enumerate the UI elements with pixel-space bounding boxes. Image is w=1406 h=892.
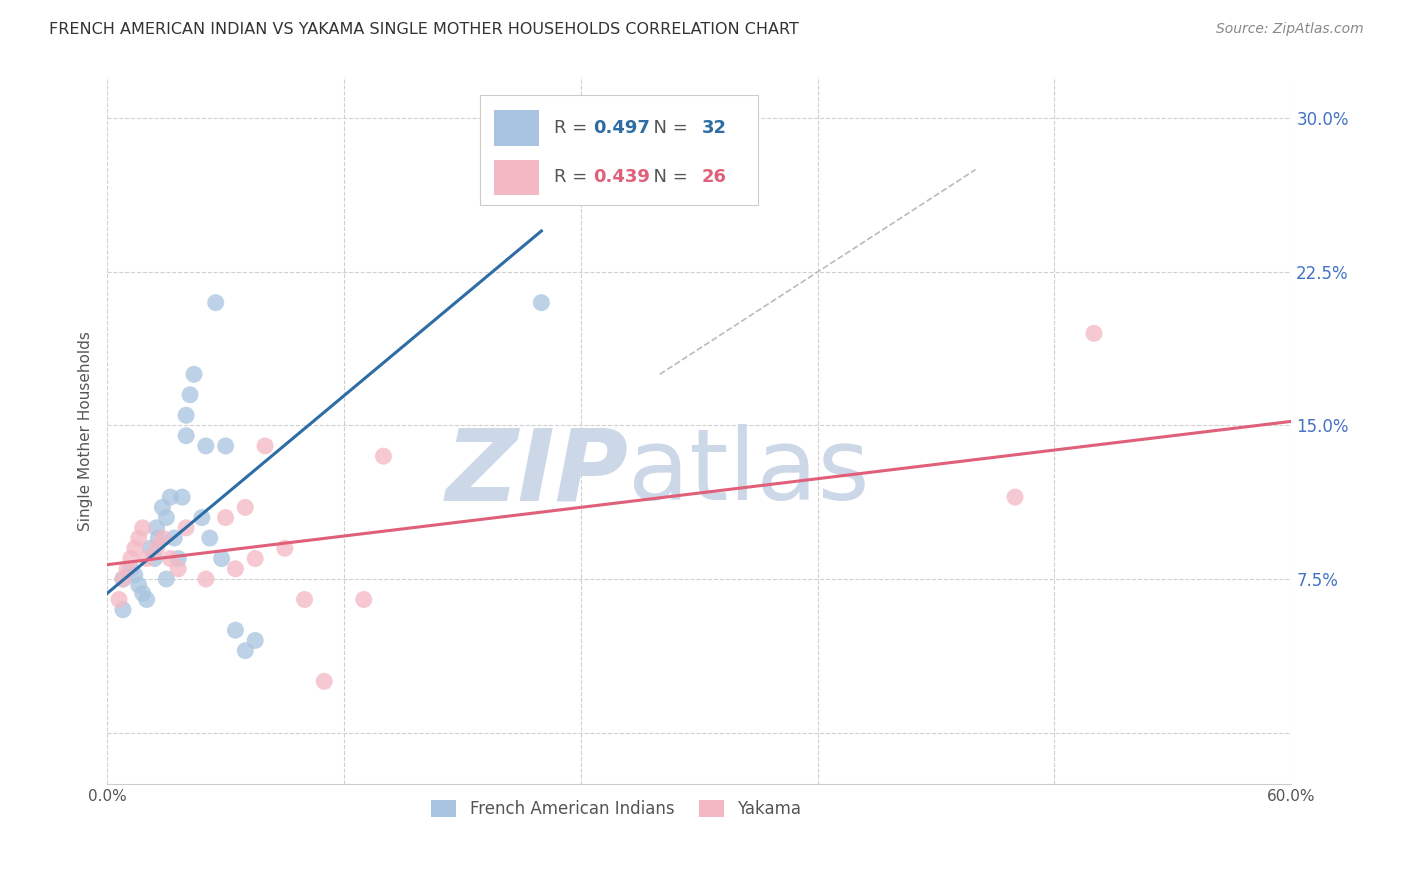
Point	[159, 490, 181, 504]
Point	[314, 674, 336, 689]
Point	[530, 295, 553, 310]
Point	[1004, 490, 1026, 504]
Point	[243, 551, 266, 566]
Point	[131, 586, 153, 600]
Point	[124, 541, 146, 556]
Point	[111, 572, 134, 586]
Point	[124, 568, 146, 582]
Text: N =: N =	[643, 169, 695, 186]
Point	[155, 510, 177, 524]
Point	[115, 562, 138, 576]
Point	[233, 500, 256, 515]
Point	[163, 531, 186, 545]
Text: Source: ZipAtlas.com: Source: ZipAtlas.com	[1216, 22, 1364, 37]
Point	[214, 439, 236, 453]
Point	[145, 521, 167, 535]
Point	[143, 551, 166, 566]
Point	[254, 439, 277, 453]
Point	[214, 510, 236, 524]
Point	[111, 572, 134, 586]
Text: N =: N =	[643, 119, 695, 137]
Point	[135, 592, 157, 607]
Bar	[495, 111, 540, 145]
Text: R =: R =	[554, 119, 592, 137]
Text: 0.497: 0.497	[593, 119, 650, 137]
Point	[183, 368, 205, 382]
Point	[274, 541, 297, 556]
Point	[211, 551, 233, 566]
Point	[135, 551, 157, 566]
Point	[224, 623, 246, 637]
Text: 26: 26	[702, 169, 727, 186]
Point	[128, 578, 150, 592]
Point	[198, 531, 221, 545]
Point	[155, 572, 177, 586]
Legend: French American Indians, Yakama: French American Indians, Yakama	[425, 793, 808, 825]
Point	[152, 531, 174, 545]
Point	[233, 643, 256, 657]
Text: atlas: atlas	[628, 425, 870, 522]
Point	[108, 592, 131, 607]
Point	[167, 562, 190, 576]
Point	[120, 551, 142, 566]
Point	[174, 409, 197, 423]
Point	[152, 500, 174, 515]
Bar	[495, 160, 540, 194]
Text: ZIP: ZIP	[446, 425, 628, 522]
Text: 0.439: 0.439	[593, 169, 650, 186]
FancyBboxPatch shape	[481, 95, 758, 204]
Text: R =: R =	[554, 169, 592, 186]
Y-axis label: Single Mother Households: Single Mother Households	[79, 331, 93, 531]
Point	[120, 562, 142, 576]
Point	[174, 521, 197, 535]
Point	[172, 490, 194, 504]
Point	[243, 633, 266, 648]
Point	[174, 428, 197, 442]
Point	[179, 388, 201, 402]
Point	[159, 551, 181, 566]
Point	[131, 521, 153, 535]
Point	[111, 603, 134, 617]
Point	[353, 592, 375, 607]
Point	[145, 541, 167, 556]
Point	[373, 449, 395, 463]
Point	[194, 439, 217, 453]
Point	[194, 572, 217, 586]
Point	[191, 510, 214, 524]
Point	[224, 562, 246, 576]
Point	[167, 551, 190, 566]
Point	[148, 531, 170, 545]
Point	[204, 295, 226, 310]
Point	[139, 541, 162, 556]
Point	[1083, 326, 1105, 341]
Point	[294, 592, 316, 607]
Text: FRENCH AMERICAN INDIAN VS YAKAMA SINGLE MOTHER HOUSEHOLDS CORRELATION CHART: FRENCH AMERICAN INDIAN VS YAKAMA SINGLE …	[49, 22, 799, 37]
Point	[128, 531, 150, 545]
Text: 32: 32	[702, 119, 727, 137]
